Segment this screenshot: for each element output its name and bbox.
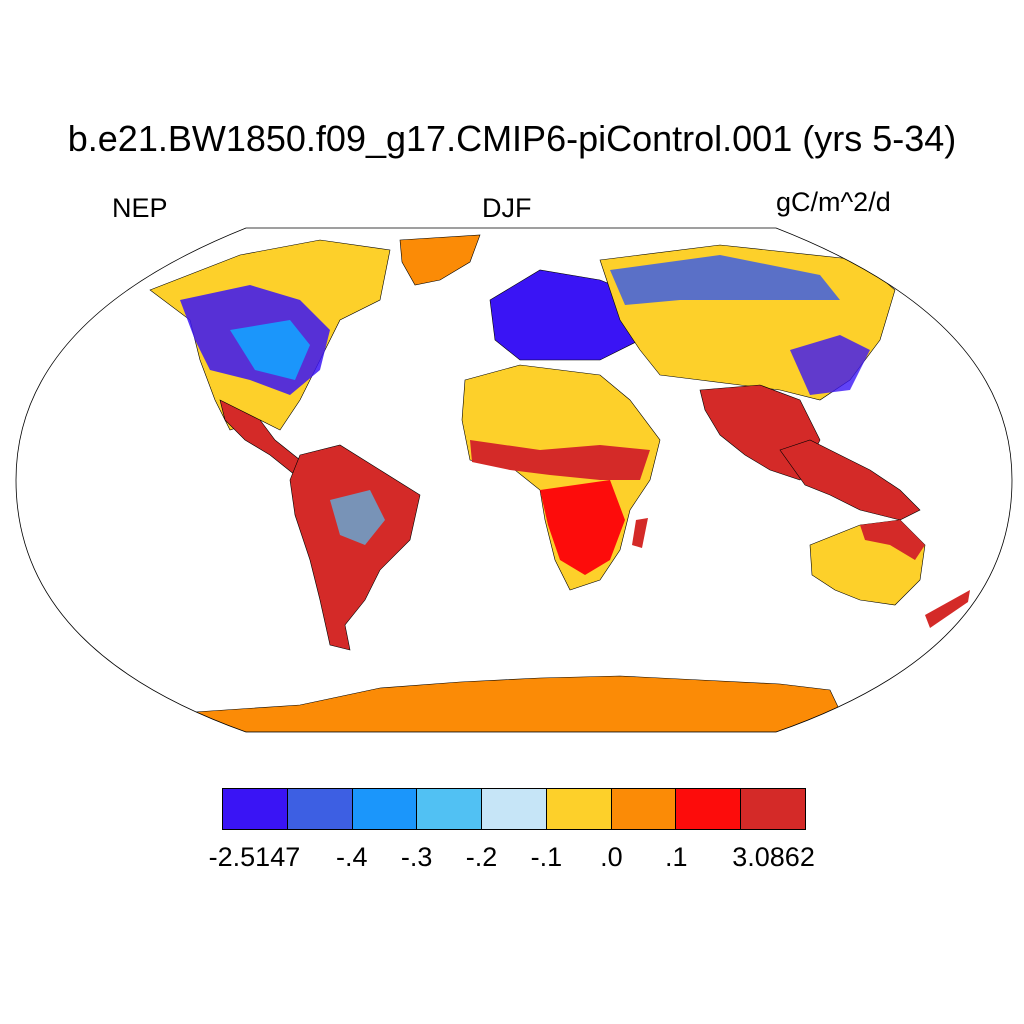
australia-red-rim xyxy=(860,520,925,560)
variable-label: NEP xyxy=(112,193,168,223)
colorbar-tick-label: .1 xyxy=(664,842,688,872)
plot-title: b.e21.BW1850.f09_g17.CMIP6-piControl.001… xyxy=(67,118,957,159)
units-label: gC/m^2/d xyxy=(776,187,891,217)
greenland xyxy=(399,234,481,286)
colorbar-swatch-1 xyxy=(287,789,353,829)
colorbar-swatch-8 xyxy=(741,789,806,829)
colorbar-swatch-0 xyxy=(223,789,288,829)
colorbar-swatch-7 xyxy=(676,789,742,829)
colorbar-tick-label: -2.5147 xyxy=(208,842,301,872)
madagascar xyxy=(632,518,648,548)
colorbar-swatch-2 xyxy=(352,789,418,829)
colorbar-swatch-5 xyxy=(546,789,612,829)
southeast-asia xyxy=(779,439,921,521)
asia-blue-north xyxy=(610,255,840,305)
map-outline xyxy=(15,227,1013,733)
africa-central-red xyxy=(540,480,625,575)
colorbar-tick-label: -.1 xyxy=(530,842,563,872)
colorbar-swatch-3 xyxy=(417,789,483,829)
colorbar-tick-label: .0 xyxy=(600,842,623,872)
colorbar-tick-label: 3.0862 xyxy=(732,842,815,872)
colorbar-tick-label: -.4 xyxy=(336,842,368,872)
new-zealand xyxy=(925,590,970,628)
africa-sahel-red xyxy=(470,440,650,480)
colorbar-tick-label: -.3 xyxy=(400,842,433,872)
east-asia-blue xyxy=(790,335,870,395)
colorbar-swatch-6 xyxy=(611,789,677,829)
colorbar-swatch-4 xyxy=(482,789,547,829)
season-label: DJF xyxy=(482,193,532,223)
south-america xyxy=(289,444,421,651)
antarctica xyxy=(179,675,851,732)
colorbar xyxy=(222,788,806,830)
colorbar-tick-label: -.2 xyxy=(465,842,498,872)
south-america-light-patch xyxy=(330,490,385,545)
europe xyxy=(489,269,651,361)
north-america-light-blue xyxy=(230,320,310,380)
